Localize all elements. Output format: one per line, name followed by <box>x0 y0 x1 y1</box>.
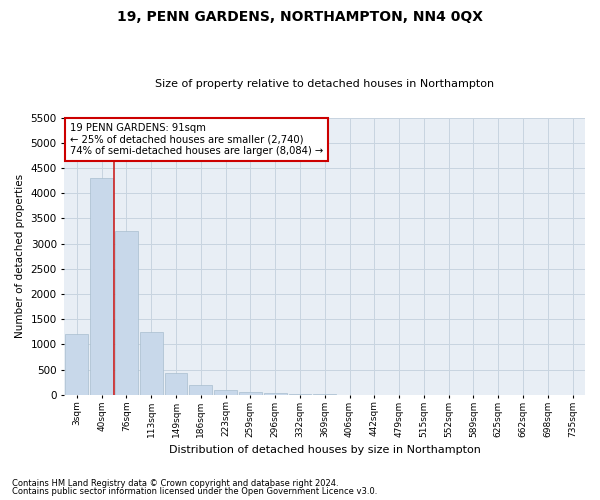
Bar <box>140 332 163 394</box>
Title: Size of property relative to detached houses in Northampton: Size of property relative to detached ho… <box>155 79 494 89</box>
Bar <box>65 334 88 394</box>
Bar <box>164 373 187 394</box>
Bar <box>264 393 287 394</box>
Bar <box>214 390 237 394</box>
Bar <box>190 385 212 394</box>
Text: 19 PENN GARDENS: 91sqm
← 25% of detached houses are smaller (2,740)
74% of semi-: 19 PENN GARDENS: 91sqm ← 25% of detached… <box>70 123 323 156</box>
X-axis label: Distribution of detached houses by size in Northampton: Distribution of detached houses by size … <box>169 445 481 455</box>
Text: 19, PENN GARDENS, NORTHAMPTON, NN4 0QX: 19, PENN GARDENS, NORTHAMPTON, NN4 0QX <box>117 10 483 24</box>
Y-axis label: Number of detached properties: Number of detached properties <box>15 174 25 338</box>
Text: Contains public sector information licensed under the Open Government Licence v3: Contains public sector information licen… <box>12 487 377 496</box>
Bar <box>115 231 138 394</box>
Bar <box>239 392 262 394</box>
Text: Contains HM Land Registry data © Crown copyright and database right 2024.: Contains HM Land Registry data © Crown c… <box>12 478 338 488</box>
Bar <box>90 178 113 394</box>
